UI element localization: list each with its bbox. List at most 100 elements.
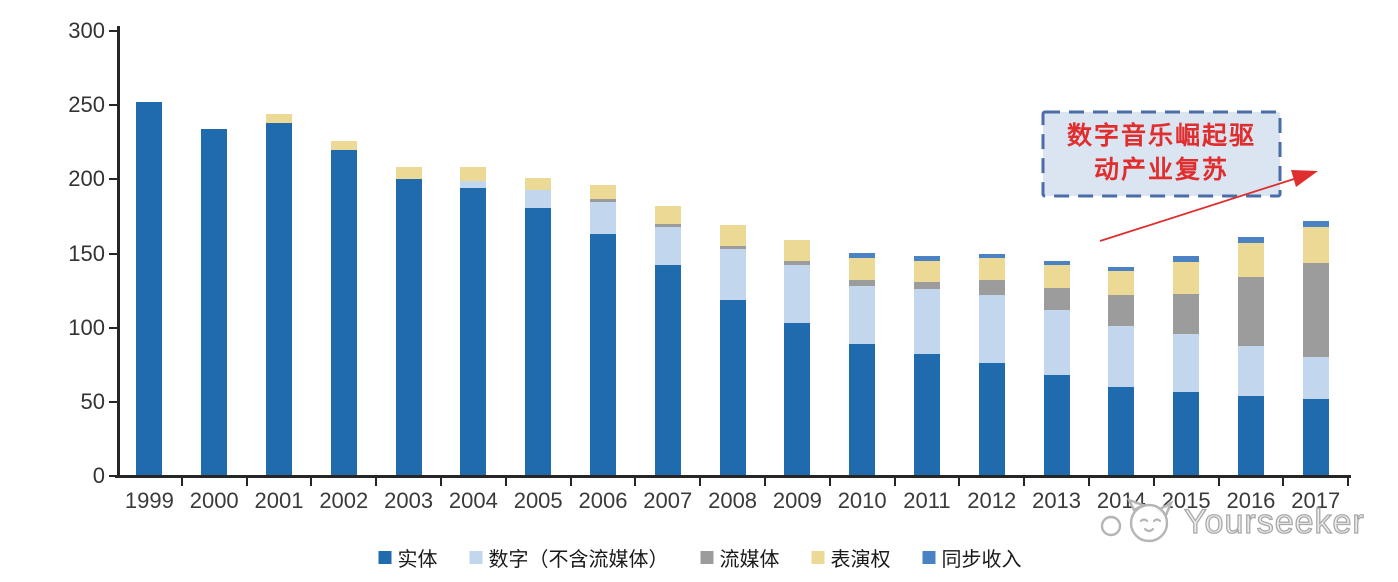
x-tick-label: 2000 [189,488,239,513]
x-tick-label: 2006 [578,488,628,513]
x-tick-label: 2016 [1226,488,1276,513]
x-tick-label: 2001 [254,488,304,513]
bar-segment [265,123,292,476]
bar-segment [1043,309,1070,376]
bar-segment [719,299,746,476]
y-tick [109,475,118,477]
annotation-line-2: 动产业复苏 [1093,157,1229,184]
plot-area: 1999 2000 2001 2002 2003 2004 2005 2006 2007 2008… [117,31,1349,513]
y-tick-label: 0 [92,463,105,488]
annotation-line-1: 数字音乐崛起驱 [1066,123,1256,150]
bar-column-1999: 1999 [117,31,183,513]
bar-segment [913,354,940,476]
bar-segment [1302,262,1329,358]
x-tick-label: 2010 [837,488,887,513]
bar-segment [654,265,681,476]
bar-segment [849,280,876,287]
legend-label: 流媒体 [719,549,780,571]
legend-label: 同步收入 [941,549,1022,571]
y-tick-label: 100 [68,314,105,340]
watermark: Yourseeker [1096,496,1365,548]
x-tick-label: 2003 [384,488,434,513]
x-tick-label: 2007 [643,488,693,513]
bar-segment [654,206,681,224]
bar-stack [1237,237,1264,476]
bar-column-2011: 2011 [895,31,961,513]
bar-stack [913,256,940,476]
x-tick-label: 2017 [1291,488,1341,513]
bar-segment [1173,293,1200,334]
y-tick [109,400,118,403]
bar-segment [784,260,811,266]
bar-stack [330,140,357,476]
annotation-callout: 数字音乐崛起驱 动产业复苏 [1043,112,1280,196]
y-tick-label: 250 [68,92,105,118]
bar-column-2015: 2015 [1154,31,1220,513]
bar-segment [136,102,163,476]
bar-segment [1237,243,1264,278]
bar-column-2008: 2008 [700,31,766,513]
bar-segment [1108,326,1135,387]
bar-stack [525,177,552,476]
legend-swatch-icon [700,551,714,564]
bar-segment [1173,256,1200,263]
bar-stack [784,240,811,476]
bar-stack [849,253,876,476]
legend: 实体 数字（不含流媒体） 流媒体 表演权 同步收入 [378,543,1022,572]
bar-stack [395,167,422,476]
bar-column-2006: 2006 [571,31,637,513]
bar-segment [654,223,681,227]
x-tick-label: 1999 [124,488,174,513]
legend-item: 流媒体 [700,543,780,572]
bar-stack [719,225,746,476]
bar-segment [1043,375,1070,476]
bar-segment [1173,262,1200,294]
bar-stack [1173,256,1200,476]
bar-segment [460,167,487,181]
bar-segment [201,128,228,476]
bar-segment [1302,226,1329,263]
bar-segment [1043,260,1070,266]
bar-segment [525,177,552,190]
bar-segment [719,249,746,300]
bar-segment [913,256,940,261]
bar-column-2014: 2014 [1089,31,1155,513]
bar-segment [265,114,292,123]
bar-stack [1302,221,1329,476]
legend-swatch-icon [811,551,825,564]
bar-segment [1108,295,1135,327]
x-tick-label: 2011 [903,488,951,513]
bar-segment [849,286,876,344]
bar-segment [784,240,811,261]
y-tick [109,104,118,107]
x-axis-line [115,475,1351,478]
bar-segment [978,295,1005,364]
bar-segment [460,188,487,476]
legend-label: 表演权 [830,549,891,571]
bar-segment [1237,395,1264,476]
legend-item: 表演权 [811,543,891,572]
bar-segment [1108,266,1135,272]
bar-stack [201,128,228,476]
bar-segment [1302,398,1329,476]
x-tick-label: 2013 [1032,488,1082,513]
x-tick-label: 2005 [513,488,563,513]
legend-item: 实体 [378,543,438,572]
bar-segment [330,149,357,476]
y-tick-label: 50 [80,388,105,414]
bar-column-2013: 2013 [1024,31,1090,513]
bar-stack [978,253,1005,476]
bar-segment [719,246,746,250]
bar-column-2000: 2000 [182,31,248,513]
bar-segment [1237,345,1264,396]
y-axis-line [117,26,120,478]
bar-segment [719,225,746,247]
legend-swatch-icon [378,551,392,564]
y-tick [109,252,118,255]
bar-column-2017: 2017 [1283,31,1349,513]
bar-column-2016: 2016 [1219,31,1285,513]
bar-stack [654,206,681,476]
y-tick-label: 150 [68,240,105,266]
bar-column-2001: 2001 [247,31,313,513]
legend-item: 同步收入 [922,543,1022,572]
